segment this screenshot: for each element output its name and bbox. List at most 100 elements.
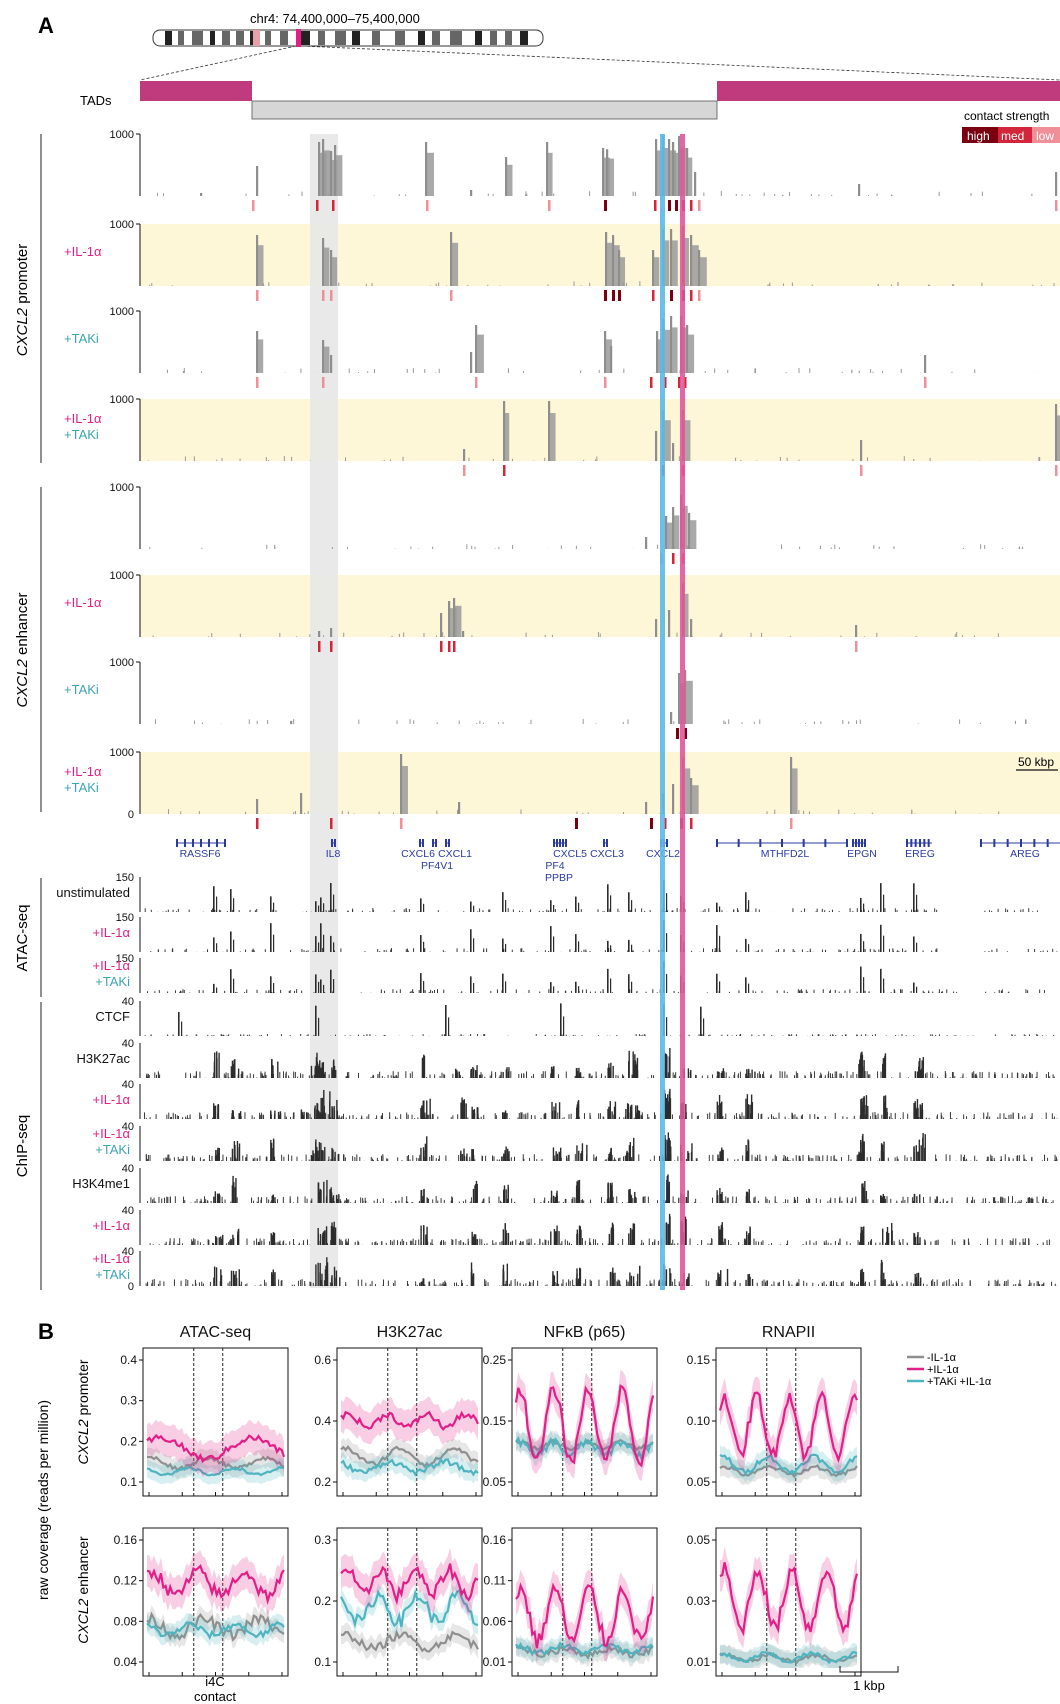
coverage-peak bbox=[721, 1071, 723, 1078]
coverage-bar bbox=[796, 1116, 798, 1119]
coverage-bar bbox=[934, 1240, 936, 1245]
contact-strength-mark bbox=[440, 641, 443, 652]
coverage-bar bbox=[152, 1279, 154, 1286]
plot-frame bbox=[142, 1347, 289, 1497]
coverage-bar bbox=[332, 991, 334, 993]
coverage-bar bbox=[199, 1157, 201, 1161]
i4c-signal-bar bbox=[1038, 456, 1040, 461]
coverage-bar bbox=[222, 1158, 224, 1161]
coverage-peak bbox=[667, 1223, 670, 1245]
coverage-bar bbox=[246, 1238, 248, 1245]
coverage-peak bbox=[552, 1147, 555, 1161]
coverage-ymax-label: 40 bbox=[122, 1246, 134, 1258]
contact-strength-mark bbox=[604, 290, 607, 301]
coverage-bar bbox=[574, 1198, 576, 1203]
coverage-bar bbox=[595, 1239, 597, 1245]
coverage-bar bbox=[185, 1279, 187, 1286]
coverage-bar bbox=[172, 1034, 174, 1036]
coverage-bar bbox=[783, 1154, 785, 1161]
coverage-bar bbox=[543, 1114, 545, 1119]
coverage-bar bbox=[198, 1282, 200, 1286]
gene-label: CXCL1 bbox=[438, 848, 472, 860]
coverage-peak bbox=[668, 1137, 670, 1161]
coverage-peak bbox=[886, 1231, 888, 1245]
y-tick-label: 0.04 bbox=[114, 1655, 138, 1669]
coverage-bar bbox=[890, 1113, 892, 1119]
i4c-signal-bar bbox=[378, 811, 380, 814]
coverage-bar bbox=[480, 1072, 482, 1078]
coverage-bar bbox=[799, 990, 801, 993]
i4c-peak bbox=[318, 142, 321, 196]
coverage-peak bbox=[634, 1191, 636, 1203]
coverage-peak bbox=[230, 931, 232, 952]
coverage-bar bbox=[665, 1201, 667, 1203]
coverage-bar bbox=[564, 1239, 566, 1245]
i4c-peak bbox=[672, 443, 675, 461]
coverage-peak bbox=[316, 1061, 318, 1078]
coverage-bar bbox=[251, 1115, 253, 1119]
coverage-peak bbox=[717, 1154, 719, 1161]
coverage-peak bbox=[719, 1151, 721, 1161]
y-tick-label: 0.3 bbox=[314, 1533, 331, 1547]
coverage-peak bbox=[916, 1235, 919, 1245]
coverage-bar bbox=[458, 1201, 460, 1203]
i4c-signal-bar bbox=[1001, 548, 1003, 549]
coverage-bar bbox=[640, 1243, 642, 1245]
coverage-bar bbox=[866, 1071, 868, 1078]
coverage-peak bbox=[554, 1110, 557, 1119]
coverage-bar bbox=[1031, 1157, 1033, 1161]
gene-label: EPGN bbox=[847, 848, 877, 860]
coverage-bar bbox=[842, 1075, 844, 1078]
coverage-peak bbox=[213, 1277, 215, 1286]
coverage-peak bbox=[330, 1192, 332, 1203]
coverage-peak bbox=[330, 935, 332, 952]
coverage-peak bbox=[718, 1277, 721, 1286]
legend-low-swatch bbox=[1032, 127, 1060, 143]
coverage-bar bbox=[721, 910, 723, 912]
coverage-peak bbox=[311, 1155, 313, 1161]
coverage-bar bbox=[238, 910, 240, 912]
i4c-signal-bar bbox=[678, 456, 680, 461]
coverage-bar bbox=[994, 1074, 996, 1078]
coverage-bar bbox=[553, 1201, 555, 1203]
contact-strength-mark bbox=[860, 465, 863, 476]
coverage-peak bbox=[883, 1195, 886, 1203]
i4c-signal-bar bbox=[457, 809, 459, 814]
coverage-bar bbox=[896, 910, 898, 912]
coverage-bar bbox=[1014, 1201, 1016, 1203]
coverage-bar bbox=[229, 1281, 231, 1286]
coverage-bar bbox=[910, 1156, 912, 1161]
coverage-bar bbox=[885, 1279, 887, 1286]
coverage-bar bbox=[597, 1035, 599, 1036]
y-tick-label: 0.06 bbox=[483, 1614, 507, 1628]
coverage-bar bbox=[1029, 1198, 1031, 1203]
coverage-bar bbox=[1047, 1157, 1049, 1161]
coverage-bar bbox=[696, 1159, 698, 1161]
i4c-signal-bar bbox=[596, 456, 598, 461]
coverage-peak bbox=[915, 1108, 918, 1119]
coverage-peak bbox=[883, 1141, 885, 1161]
coverage-bar bbox=[1042, 1242, 1044, 1245]
panel-b-column-title: H3K27ac bbox=[377, 1324, 443, 1341]
coverage-bar bbox=[864, 1071, 866, 1078]
profile-line bbox=[340, 1445, 479, 1469]
ideogram-band bbox=[418, 31, 425, 45]
coverage-bar bbox=[1025, 1035, 1027, 1036]
coverage-peak bbox=[279, 1111, 282, 1119]
coverage-bar bbox=[674, 1160, 676, 1161]
coverage-peak bbox=[745, 938, 747, 952]
coverage-peak bbox=[867, 1105, 869, 1119]
coverage-bar bbox=[987, 1238, 989, 1245]
gene-exon bbox=[432, 839, 434, 847]
coverage-bar bbox=[763, 1076, 765, 1078]
coverage-bar bbox=[679, 1115, 681, 1119]
coverage-bar bbox=[930, 1241, 932, 1245]
coverage-bar bbox=[1005, 1117, 1007, 1119]
coverage-bar bbox=[975, 1073, 977, 1078]
coverage-bar bbox=[562, 1201, 564, 1203]
i4c-signal-bar bbox=[830, 547, 832, 549]
coverage-bar bbox=[322, 948, 324, 952]
coverage-bar bbox=[521, 1112, 523, 1119]
coverage-peak bbox=[273, 902, 275, 912]
coverage-bar bbox=[268, 1199, 270, 1203]
